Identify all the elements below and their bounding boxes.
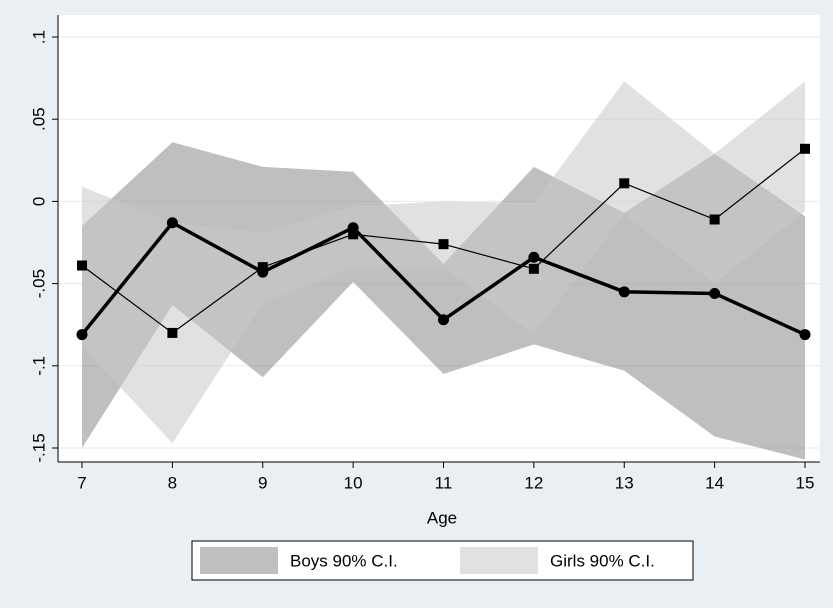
legend-swatch [460, 547, 538, 574]
legend: Boys 90% C.I. Girls 90% C.I. [191, 540, 694, 581]
marker [709, 214, 720, 225]
marker [167, 327, 178, 338]
marker [709, 287, 721, 299]
marker [438, 314, 449, 326]
legend-swatch [200, 547, 278, 574]
y-tick-label: .1 [29, 30, 48, 44]
x-tick-label: 12 [524, 473, 543, 492]
ci-band [82, 81, 805, 444]
marker [76, 329, 88, 341]
y-tick-label: 0 [29, 197, 48, 206]
x-tick-label: 8 [168, 473, 177, 492]
marker [528, 251, 540, 263]
marker [619, 178, 630, 189]
y-tick-label: -.1 [29, 356, 48, 376]
marker [257, 262, 268, 273]
marker [438, 239, 449, 250]
x-tick-label: 7 [77, 473, 86, 492]
marker [348, 229, 359, 240]
x-axis-label: Age [427, 508, 457, 527]
y-tick-label: -.05 [29, 269, 48, 298]
x-tick-label: 10 [344, 473, 363, 492]
y-tick-label: .05 [29, 107, 48, 131]
x-tick-label: 15 [796, 473, 815, 492]
marker [77, 260, 87, 271]
marker [528, 263, 539, 274]
x-tick-label: 14 [705, 473, 724, 492]
marker [800, 143, 810, 154]
y-tick-label: -.15 [29, 433, 48, 462]
marker [166, 217, 178, 229]
x-tick-label: 13 [615, 473, 634, 492]
marker [618, 286, 630, 298]
legend-label: Boys 90% C.I. [290, 551, 398, 570]
x-tick-label: 9 [258, 473, 267, 492]
x-tick-label: 11 [435, 473, 453, 492]
legend-label: Girls 90% C.I. [550, 551, 655, 570]
ci-band [82, 142, 805, 460]
marker [799, 329, 811, 341]
